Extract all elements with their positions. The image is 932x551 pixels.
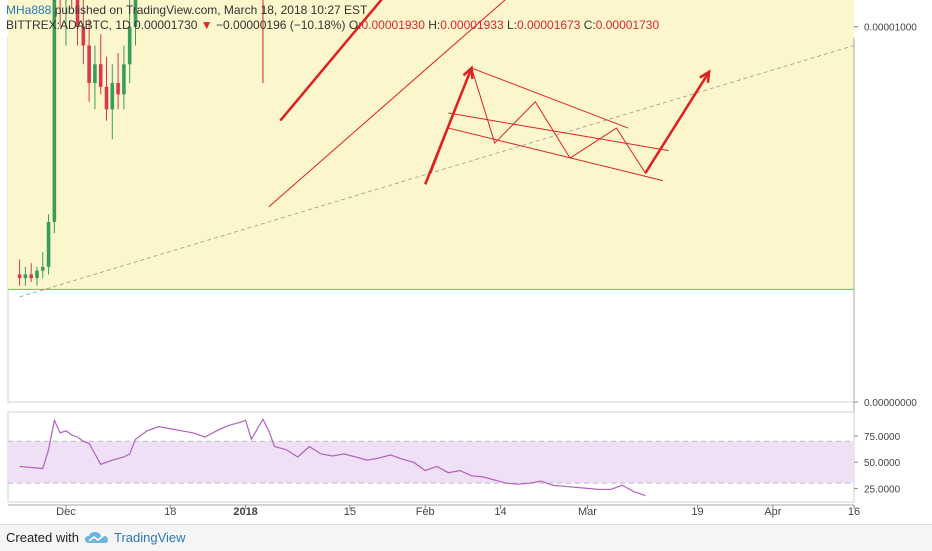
time-tick-label: Dec [56,506,76,518]
candle-body [81,26,86,46]
price-tick-label: 0.00000000 [864,398,917,409]
candle-body [52,0,57,222]
arrow-head-icon [699,69,711,83]
candle-body [98,64,103,87]
rsi-tick-label: 25.0000 [864,484,901,495]
time-tick-label: 18 [164,506,176,518]
time-tick-label: 15 [344,506,356,518]
time-tick-label: 14 [494,506,506,518]
candle-body [87,45,91,84]
trend-line [279,0,383,122]
fib-bands [7,0,855,403]
time-tick-label: 16 [848,506,860,518]
candle-body [127,26,132,65]
time-axis: Dec 18 2018 15 Feb 14 Mar 19 Apr 16 [8,504,860,518]
time-tick-label: Mar [578,506,597,518]
rsi-line [19,418,646,497]
high-value: 0.00001933 [440,18,504,32]
rsi-tick-label: 75.0000 [864,432,901,443]
candle-body [110,83,115,110]
footer-bar: Created with TradingView [0,524,932,551]
projection-arrow [644,71,711,174]
candle-body [23,274,28,279]
time-tick-label: Apr [764,506,781,518]
trend-line [268,0,506,208]
trend-line [448,127,663,182]
created-with-label: Created with [6,530,79,545]
low-label: L: [506,18,517,32]
open-label: O: [348,18,362,32]
time-tick-label: 19 [691,506,703,518]
trend-line [448,112,669,152]
published-text: published on TradingView.com, March 18, … [51,3,368,17]
candle-body [93,64,97,84]
open-value: 0.00001930 [361,18,425,32]
time-tick-label: Feb [416,506,435,518]
close-label: C: [583,18,596,32]
candle-body [122,64,126,95]
candle-body [35,270,39,279]
time-tick-label: 2018 [233,506,257,518]
arrow-head-icon [462,65,474,80]
ohlc-line: BITTREX:ADABTC, 1D 0.00001730 ▼ −0.00000… [6,18,659,32]
candle-body [17,274,22,279]
low-value: 0.00001673 [517,18,581,32]
candles [17,0,138,286]
rsi-tick-label: 50.0000 [864,458,901,469]
drawings [19,0,855,298]
candle-body [133,0,138,27]
last-price: 0.00001730 [134,18,198,32]
fib-band [8,0,854,290]
author-link[interactable]: MHa888 [6,3,52,17]
close-value: 0.00001730 [595,18,660,32]
symbol-label: BITTREX:ADABTC, 1D [6,18,131,32]
chart-header: MHa888 published on TradingView.com, Mar… [0,0,932,34]
candle-body [75,0,80,27]
price-tick-label: 0.00001000 [864,23,917,34]
trend-line [471,67,629,129]
down-arrow-icon: ▼ [200,18,213,32]
candle-body [46,221,51,267]
projection-arrow [424,67,473,185]
trend-line [19,45,855,298]
tradingview-brand[interactable]: TradingView [114,530,186,545]
candle-body [29,274,33,279]
price-axis: 0.000090000.000080000.000070000.00006000… [853,23,917,502]
rsi-pane: 75.0000 50.0000 25.0000 [7,411,901,503]
candle-body [116,83,120,95]
candle-body [104,86,109,110]
publish-line: MHa888 published on TradingView.com, Mar… [6,3,367,17]
rsi-band [8,441,854,484]
high-label: H: [428,18,441,32]
tradingview-cloud-icon[interactable] [84,530,110,546]
change-value: −0.00000196 (−10.18%) [216,18,346,32]
candle-body [40,266,45,271]
zigzag-path [430,66,710,175]
